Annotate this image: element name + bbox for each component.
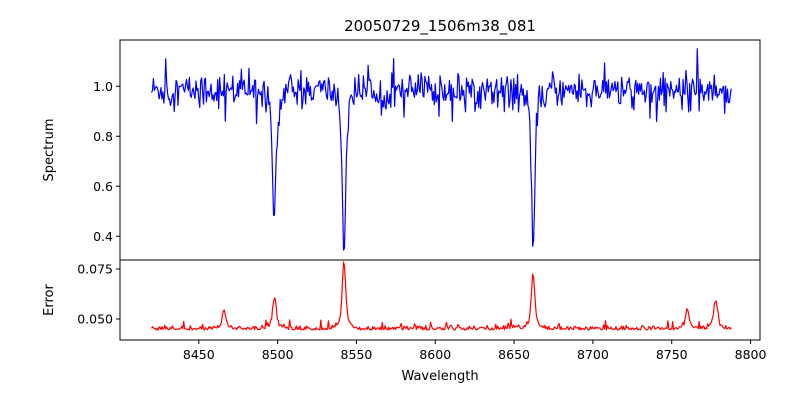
x-tick-label: 8500 [262,347,294,362]
x-tick-label: 8650 [498,347,530,362]
x-tick-label: 8700 [577,347,609,362]
x-tick-label: 8550 [341,347,373,362]
chart-title: 20050729_1506m38_081 [344,17,536,36]
x-tick-label: 8750 [656,347,688,362]
spectrum-panel: 0.4 0.6 0.8 1.0 Spectrum [42,39,761,261]
x-tick-label: 8600 [419,347,451,362]
error-y-tick-label: 0.050 [77,312,113,327]
spectrum-y-ticks: 0.4 0.6 0.8 1.0 [93,79,120,244]
error-y-tick-label: 0.075 [77,262,113,277]
error-x-ticks: 8450 8500 8550 8600 8650 8700 8750 8800 [183,340,767,362]
spectrum-y-tick-label: 1.0 [93,79,113,94]
spectrum-y-axis-label: Spectrum [42,119,57,182]
spectrum-y-tick-label: 0.4 [93,229,113,244]
spectrum-line [150,48,732,251]
x-axis-label: Wavelength [401,369,478,384]
error-line [151,261,732,331]
x-tick-label: 8800 [735,347,767,362]
spectrum-y-tick-label: 0.8 [93,129,113,144]
spectrum-y-tick-label: 0.6 [93,179,113,194]
error-axes-frame [119,259,761,341]
error-y-ticks: 0.050 0.075 [77,262,120,327]
error-y-axis-label: Error [42,284,57,316]
x-tick-label: 8450 [183,347,215,362]
